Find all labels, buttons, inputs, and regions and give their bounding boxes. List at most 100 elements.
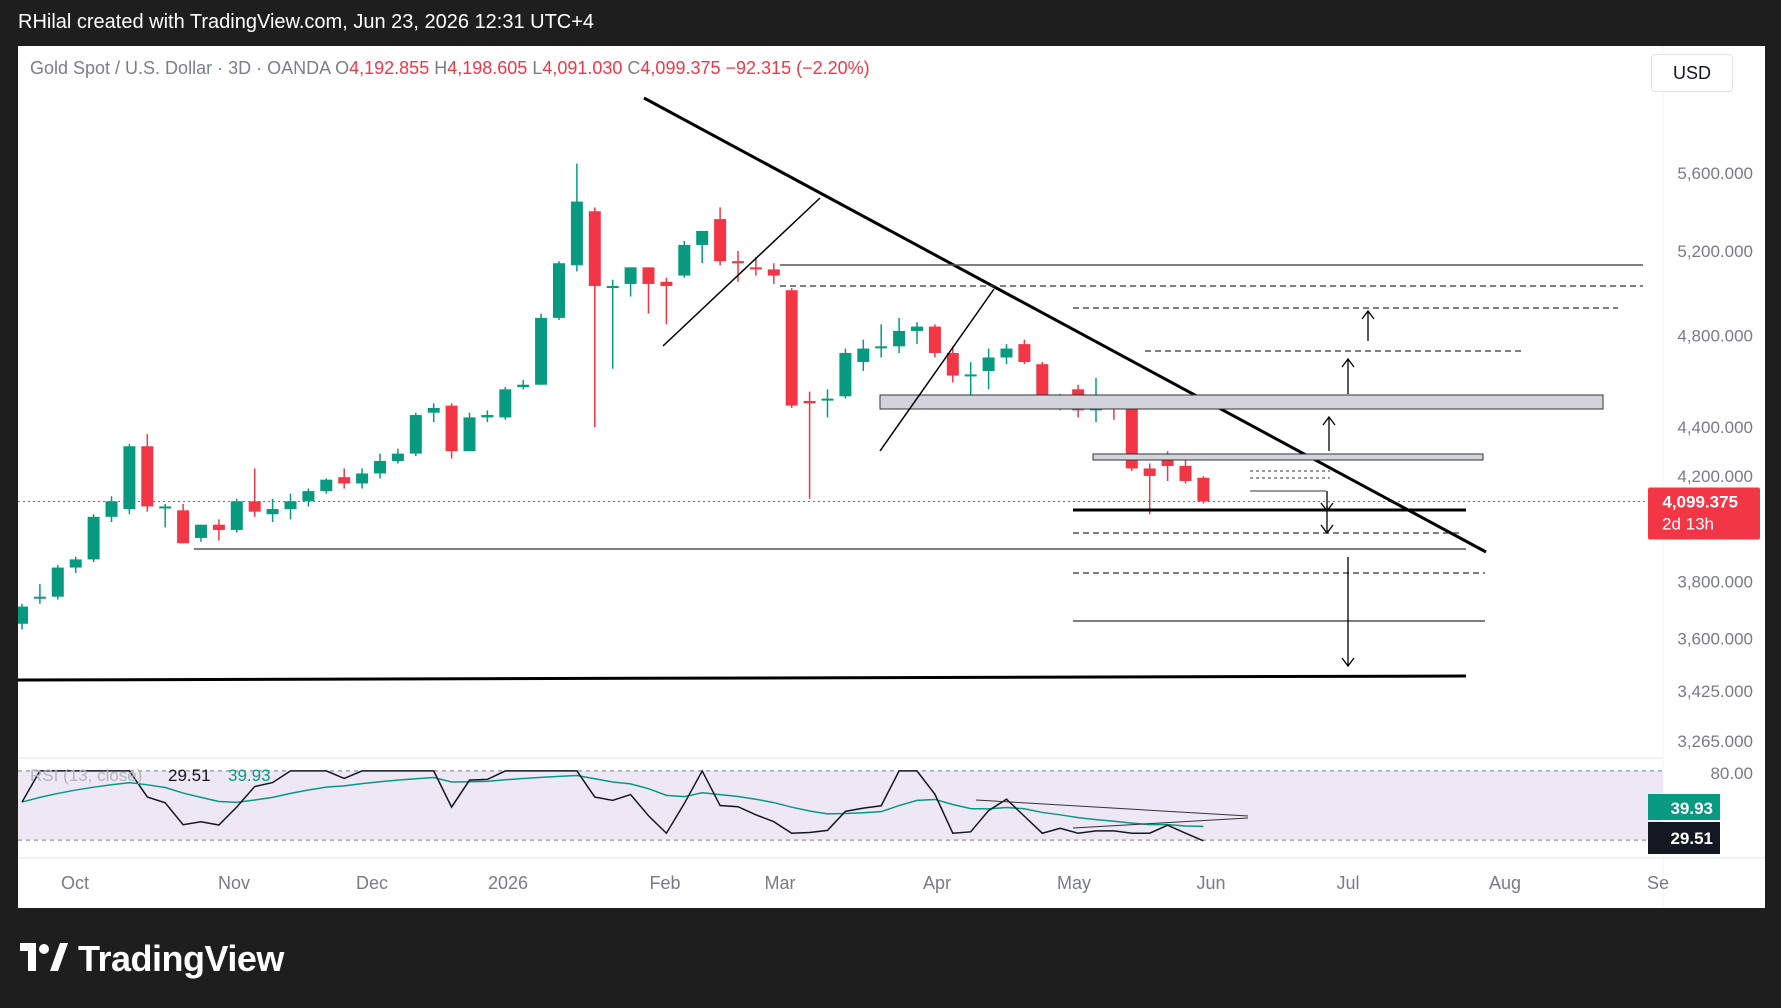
candle-body <box>177 510 190 544</box>
time-tick-label: 2026 <box>488 873 528 893</box>
chart-panel[interactable]: 5,600.000 5,200.000 4,800.000 4,400.000 4,20… <box>18 46 1765 908</box>
candle-body <box>714 219 727 262</box>
candle-body <box>1179 465 1192 481</box>
candle-body <box>463 417 476 452</box>
candle-body <box>553 263 565 318</box>
candle-body <box>964 374 977 377</box>
low-label: L <box>532 58 543 78</box>
rsi-indicator-label: RSI (13, close) <box>30 766 142 785</box>
time-tick-label: Se <box>1647 873 1669 893</box>
candle-body <box>1018 344 1031 362</box>
price-chart[interactable]: 5,600.000 5,200.000 4,800.000 4,400.000 4,20… <box>18 46 1765 908</box>
price-tick-label: 4,200.000 <box>1677 467 1753 486</box>
rsi-line <box>21 769 1204 842</box>
current-price-label: 4,099.375 <box>1662 492 1738 511</box>
candle-body <box>69 559 82 568</box>
candle-body <box>409 415 422 454</box>
candle-body <box>678 244 691 276</box>
candle-body <box>266 509 279 515</box>
tradingview-logo-text: TradingView <box>78 938 284 979</box>
candle-body <box>893 330 906 347</box>
candle-body <box>499 389 512 418</box>
candle-body <box>749 267 762 270</box>
current-price-badge <box>1648 487 1760 540</box>
rsi-band <box>18 770 1663 841</box>
rsi-ma-badge <box>1648 794 1720 820</box>
candle-body <box>660 281 673 287</box>
rsi-ma-value-text: 39.93 <box>228 766 271 785</box>
candle-body <box>821 398 834 401</box>
candle-body <box>535 317 548 385</box>
price-axis: 5,600.000 5,200.000 4,800.000 4,400.000 4,20… <box>1677 164 1753 751</box>
candle-body <box>123 446 136 510</box>
candle-body <box>803 400 816 404</box>
candle-body <box>230 501 243 530</box>
tradingview-logo: TradingView <box>20 938 284 980</box>
candle-body <box>302 491 315 502</box>
candle-body <box>427 407 440 413</box>
price-tick-label: 5,600.000 <box>1677 164 1753 183</box>
descending-trendline <box>643 96 1487 554</box>
candle-body <box>642 267 655 284</box>
close-label: C <box>627 58 641 78</box>
up-arrow-head <box>1361 309 1375 320</box>
price-tick-label: 5,200.000 <box>1677 242 1753 261</box>
candle-body <box>624 267 637 284</box>
rsi-ma-line <box>21 774 1204 828</box>
rsi-value-text: 29.51 <box>168 766 211 785</box>
candle-body <box>588 211 601 287</box>
rsi-divergence-line <box>1072 817 1249 829</box>
time-tick-label: Apr <box>923 873 951 893</box>
candle-body <box>785 290 798 406</box>
candle-body <box>141 446 154 507</box>
candle-body <box>1143 468 1156 476</box>
up-arrow-head <box>1341 357 1355 368</box>
price-tick-label: 3,600.000 <box>1677 629 1753 648</box>
candle-body <box>517 384 530 388</box>
time-tick-label: Feb <box>649 873 680 893</box>
candle-body <box>445 405 458 452</box>
time-tick-label: Nov <box>218 873 250 893</box>
candle-body <box>320 479 333 492</box>
price-tick-label: 4,400.000 <box>1677 418 1753 437</box>
candle-body <box>1125 407 1138 469</box>
price-tick-label: 3,425.000 <box>1677 682 1753 701</box>
candle-body <box>212 524 225 530</box>
time-axis: Oct Nov Dec 2026 Feb Mar Apr May Jun Jul Aug Se <box>61 873 1669 893</box>
support-zone <box>1092 453 1484 461</box>
candle-body <box>87 516 100 560</box>
candle-body <box>1000 348 1013 358</box>
candle-body <box>570 201 583 266</box>
down-arrow-head <box>1320 524 1334 535</box>
candle-body <box>982 357 995 372</box>
currency-button[interactable]: USD <box>1651 54 1733 92</box>
price-tick-label: 3,800.000 <box>1677 572 1753 591</box>
candle-body <box>946 353 959 376</box>
drawings <box>18 96 1643 682</box>
candle-body <box>356 473 369 484</box>
candle-body <box>195 524 207 538</box>
open-label: O <box>335 58 350 78</box>
rsi-value-badge <box>1648 822 1720 854</box>
down-arrow-head <box>1341 657 1355 668</box>
candle-body <box>839 353 852 397</box>
price-tick-label: 4,800.000 <box>1677 326 1753 345</box>
rsi-value-badge-label: 29.51 <box>1670 829 1713 848</box>
time-tick-label: Oct <box>61 873 89 893</box>
resistance-zone <box>879 394 1604 410</box>
candle-body <box>732 261 744 264</box>
symbol-name: Gold Spot / U.S. Dollar · 3D · OANDA <box>30 58 331 78</box>
candle-body <box>911 326 923 331</box>
candle-body <box>606 286 619 289</box>
low-value: 4,091.030 <box>542 58 623 78</box>
time-tick-label: Dec <box>356 873 388 893</box>
candle-body <box>696 230 709 245</box>
time-tick-label: Aug <box>1489 873 1521 893</box>
rsi-upper-tick: 80.00 <box>1710 764 1753 783</box>
candle-body <box>248 501 261 512</box>
time-tick-label: Mar <box>765 873 796 893</box>
candle-body <box>857 348 870 362</box>
close-value: 4,099.375 <box>640 58 721 78</box>
candle-body <box>338 477 351 484</box>
countdown-label: 2d 13h <box>1662 514 1714 533</box>
